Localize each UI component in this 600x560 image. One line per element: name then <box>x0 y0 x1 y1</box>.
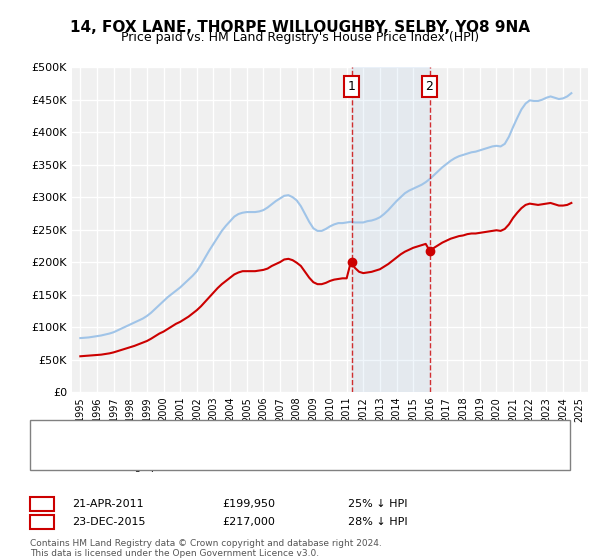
Text: 2: 2 <box>38 516 46 529</box>
Text: 2: 2 <box>425 80 433 93</box>
Text: 25% ↓ HPI: 25% ↓ HPI <box>348 499 407 508</box>
Text: 21-APR-2011: 21-APR-2011 <box>72 499 143 508</box>
Text: HPI: Average price, detached house, North Yorkshire: HPI: Average price, detached house, Nort… <box>81 462 354 472</box>
Bar <box>352 67 430 392</box>
Text: 14, FOX LANE, THORPE WILLOUGHBY, SELBY, YO8 9NA (detached house): 14, FOX LANE, THORPE WILLOUGHBY, SELBY, … <box>81 428 458 438</box>
Text: £199,950: £199,950 <box>222 499 275 508</box>
Text: Contains HM Land Registry data © Crown copyright and database right 2024.
This d: Contains HM Land Registry data © Crown c… <box>30 539 382 558</box>
Text: 23-DEC-2015: 23-DEC-2015 <box>72 517 146 527</box>
Text: Price paid vs. HM Land Registry's House Price Index (HPI): Price paid vs. HM Land Registry's House … <box>121 31 479 44</box>
Text: £217,000: £217,000 <box>222 517 275 527</box>
Text: 1: 1 <box>348 80 356 93</box>
Text: ───: ─── <box>42 430 67 444</box>
Text: 1: 1 <box>38 497 46 510</box>
Text: ───: ─── <box>42 464 67 478</box>
Text: 28% ↓ HPI: 28% ↓ HPI <box>348 517 407 527</box>
Text: 14, FOX LANE, THORPE WILLOUGHBY, SELBY, YO8 9NA: 14, FOX LANE, THORPE WILLOUGHBY, SELBY, … <box>70 20 530 35</box>
